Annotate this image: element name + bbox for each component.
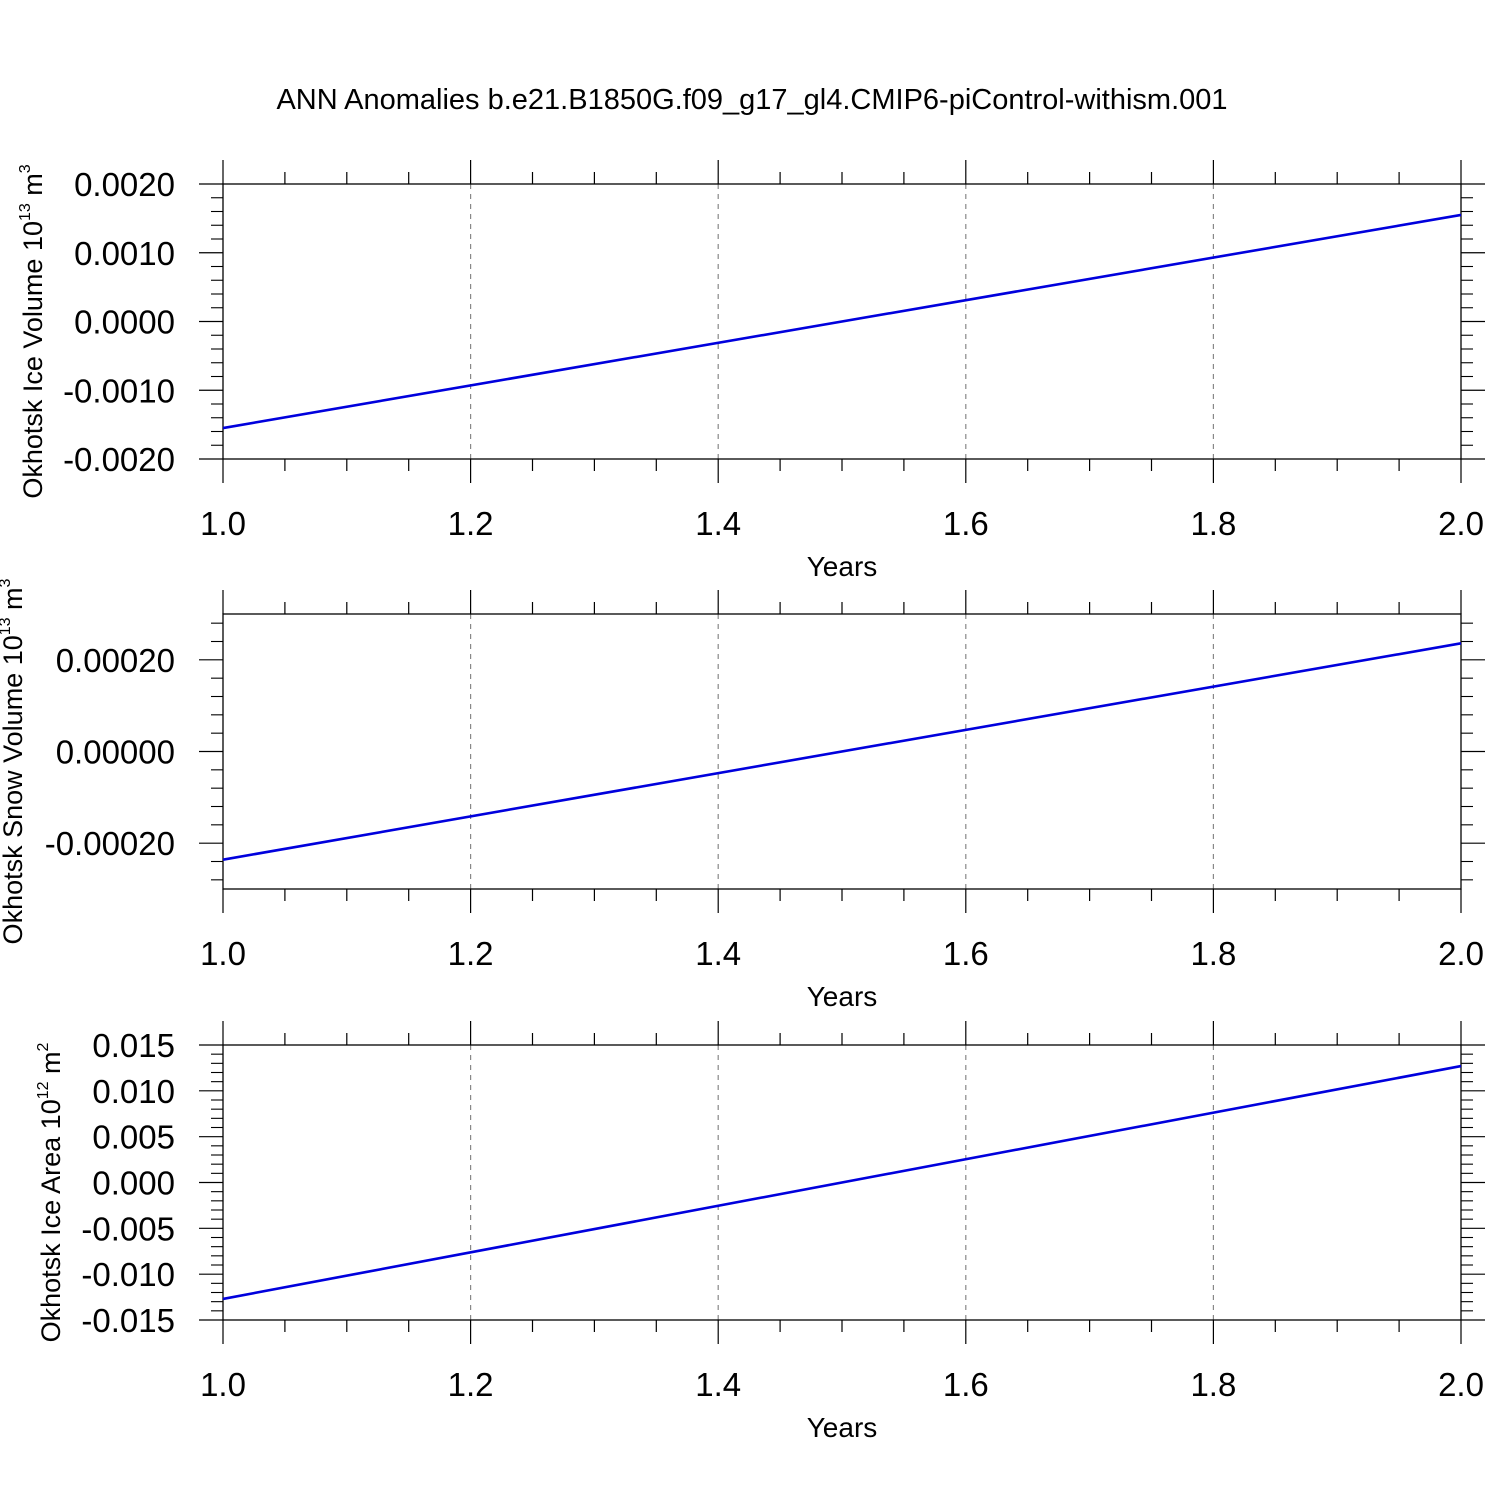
y-tick-label: -0.0010 [63, 372, 175, 409]
y-tick-label: 0.00000 [56, 734, 175, 771]
x-tick-label: 1.4 [695, 505, 741, 542]
x-tick-label: 1.6 [943, 1366, 989, 1403]
y-axis-label-part: m [36, 1051, 66, 1081]
series-line [222, 642, 1462, 861]
y-tick-label: -0.005 [81, 1210, 175, 1247]
y-tick-label: -0.0020 [63, 441, 175, 478]
x-tick-label: 1.2 [448, 1366, 494, 1403]
y-axis-label-superscript: 3 [0, 578, 14, 587]
chart-title: ANN Anomalies b.e21.B1850G.f09_g17_gl4.C… [276, 84, 1227, 116]
y-tick-label: 0.00020 [56, 642, 175, 679]
y-tick-label: 0.0010 [74, 235, 175, 272]
y-axis-label-part: Okhotsk Ice Volume 10 [18, 221, 48, 499]
x-tick-label: 1.8 [1190, 935, 1236, 972]
y-tick-label: 0.0000 [74, 304, 175, 341]
y-axis-label-part: m [18, 173, 48, 203]
panel-2: 1.0 1.2 1.4 1.6 1.8 2.0 0.00020 0.00000 -0.00020… [0, 578, 1485, 1012]
x-tick-label: 1.8 [1190, 1366, 1236, 1403]
x-tick-label: 1.8 [1190, 505, 1236, 542]
y-axis-label-superscript: 13 [17, 203, 34, 221]
panel-3: 1.0 1.2 1.4 1.6 1.8 2.0 0.015 0.010 0.005 0.000 -0… [35, 1021, 1485, 1443]
y-axis-label-superscript: 3 [17, 164, 34, 173]
y-axis-label-superscript: 13 [0, 617, 14, 635]
y-tick-label: 0.005 [92, 1119, 175, 1156]
y-axis-label: Okhotsk Ice Area 1012 m2 [35, 1042, 66, 1342]
y-axis-label: Okhotsk Snow Volume 1013 m3 [0, 578, 28, 944]
x-axis-label: Years [807, 981, 878, 1012]
x-tick-label: 1.4 [695, 935, 741, 972]
y-tick-label: -0.00020 [45, 825, 175, 862]
y-axis-label-part: Okhotsk Ice Area 10 [36, 1099, 66, 1342]
x-tick-label: 1.0 [200, 1366, 246, 1403]
x-tick-label: 1.6 [943, 505, 989, 542]
y-axis-label-part: Okhotsk Snow Volume 10 [0, 635, 28, 944]
series-line [222, 1064, 1462, 1301]
x-tick-label: 1.0 [200, 505, 246, 542]
x-axis-label: Years [807, 551, 878, 582]
x-tick-label: 2.0 [1438, 505, 1484, 542]
y-axis-label-part: m [0, 587, 28, 617]
series-line [222, 213, 1462, 430]
y-tick-label: 0.010 [92, 1073, 175, 1110]
y-tick-label: -0.015 [81, 1302, 175, 1339]
y-axis-label: Okhotsk Ice Volume 1013 m3 [17, 164, 48, 498]
y-tick-label: -0.010 [81, 1256, 175, 1293]
y-axis-label-superscript: 12 [35, 1081, 52, 1099]
y-tick-label: 0.0020 [74, 166, 175, 203]
x-tick-label: 1.2 [448, 505, 494, 542]
panel-1: 1.0 1.2 1.4 1.6 1.8 2.0 0.0020 0.0010 0.0000 -0.0… [17, 160, 1485, 582]
y-tick-label: 0.000 [92, 1165, 175, 1202]
y-axis-label-superscript: 2 [35, 1042, 52, 1051]
x-axis-label: Years [807, 1412, 878, 1443]
x-tick-label: 2.0 [1438, 935, 1484, 972]
x-tick-label: 1.0 [200, 935, 246, 972]
x-tick-label: 1.4 [695, 1366, 741, 1403]
x-tick-label: 2.0 [1438, 1366, 1484, 1403]
y-tick-label: 0.015 [92, 1027, 175, 1064]
x-tick-label: 1.6 [943, 935, 989, 972]
x-tick-label: 1.2 [448, 935, 494, 972]
panels: 1.0 1.2 1.4 1.6 1.8 2.0 0.0020 0.0010 0.0000 -0.0… [0, 160, 1485, 1443]
